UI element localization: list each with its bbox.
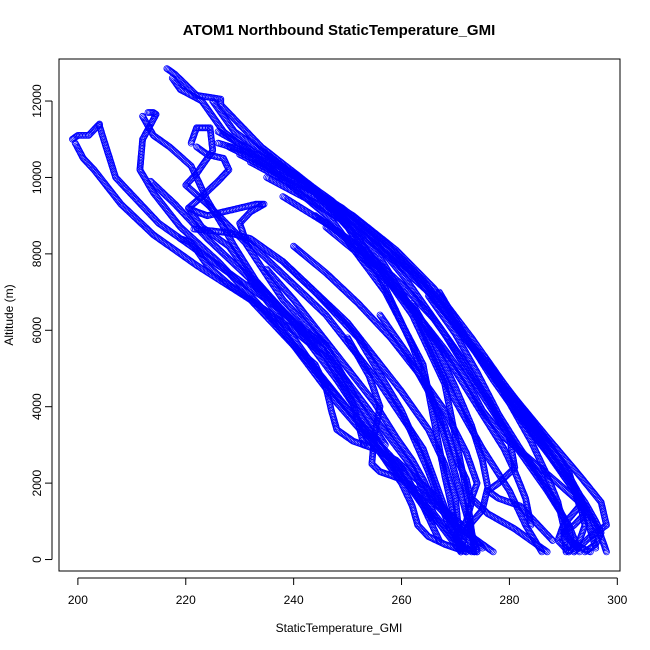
data-point <box>180 79 188 87</box>
chart-title: ATOM1 Northbound StaticTemperature_GMI <box>183 22 496 39</box>
data-point <box>182 81 190 89</box>
data-point <box>163 65 171 72</box>
data-point <box>186 161 194 169</box>
data-points <box>69 65 610 556</box>
data-point <box>181 80 189 88</box>
data-point <box>166 67 174 75</box>
plot-area-border <box>58 58 621 572</box>
data-point <box>165 66 173 74</box>
data-point <box>213 256 221 264</box>
data-point <box>151 110 159 118</box>
